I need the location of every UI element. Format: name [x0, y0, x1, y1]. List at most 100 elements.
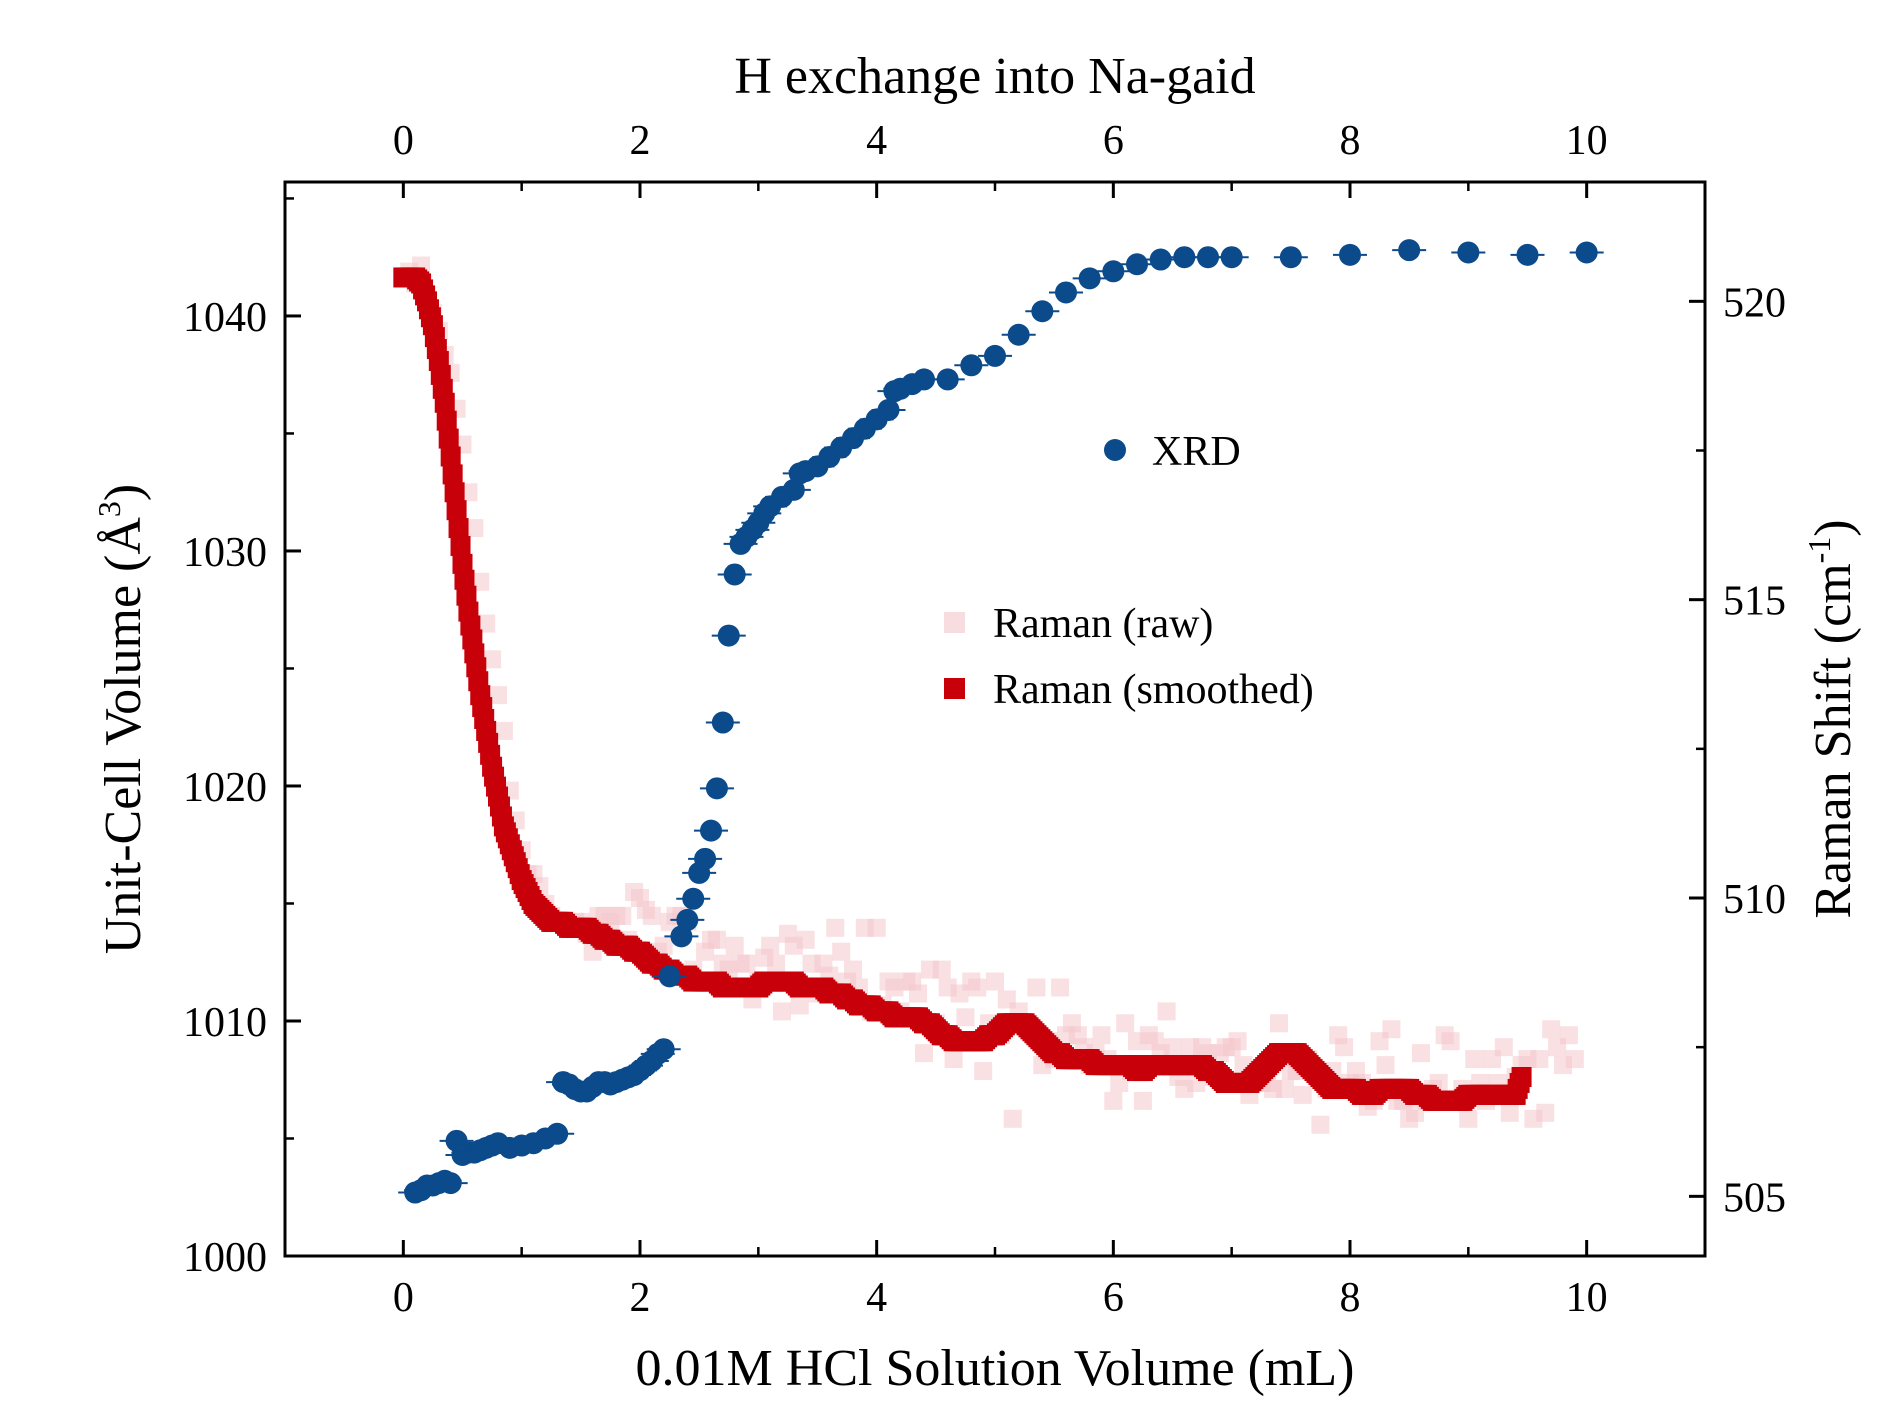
raman-raw-point [968, 978, 987, 997]
y-axis-right-label-end: ) [1805, 519, 1862, 536]
xrd-point [439, 1172, 462, 1195]
x-tick-label-bottom: 0 [393, 1275, 414, 1321]
x-tick-label-bottom: 2 [630, 1275, 651, 1321]
raman-raw-point [1293, 1085, 1312, 1104]
x-tick-label-top: 0 [393, 118, 414, 164]
raman-smoothed-point [452, 553, 473, 574]
raman-raw-point [477, 614, 496, 633]
raman-raw-point [1376, 1056, 1395, 1075]
raman-raw-point [483, 650, 502, 669]
legend-label-xrd: XRD [1152, 429, 1241, 475]
raman-raw-point [1412, 1044, 1430, 1063]
raman-raw-point [1530, 1050, 1549, 1069]
y-right-tick-label: 505 [1723, 1175, 1786, 1221]
raman-raw-point [725, 936, 744, 955]
series-xrd [398, 239, 1604, 1204]
legend-label-raman-raw: Raman (raw) [993, 601, 1213, 647]
raman-raw-point [654, 936, 673, 955]
x-axis-label: 0.01M HCl Solution Volume (mL) [636, 1340, 1355, 1397]
raman-raw-point [1163, 1038, 1182, 1057]
y-axis-left-label: Unit-Cell Volume (Å3) [91, 484, 152, 955]
plot-frame [283, 180, 1707, 1258]
series-layer [393, 239, 1604, 1204]
raman-raw-point [867, 918, 886, 937]
raman-smoothed-point [446, 500, 467, 521]
xrd-point [1055, 281, 1077, 304]
series-raman-smoothed [393, 267, 1532, 1111]
y-axis-right-label-sup: -1 [1801, 537, 1837, 564]
xrd-point [1516, 243, 1539, 266]
raman-raw-point [909, 984, 928, 1003]
xrd-point [960, 354, 983, 377]
raman-raw-point [1092, 1026, 1111, 1045]
raman-raw-point [1542, 1020, 1561, 1039]
xrd-point [913, 368, 935, 391]
x-tick-label-bottom: 4 [866, 1275, 887, 1321]
raman-raw-point [790, 996, 809, 1015]
raman-raw-point [1536, 1103, 1555, 1122]
raman-raw-point [1003, 1109, 1022, 1128]
raman-raw-point [1382, 1020, 1401, 1039]
raman-raw-point [826, 918, 845, 937]
xrd-point [717, 624, 740, 647]
x-tick-label-bottom: 8 [1340, 1275, 1361, 1321]
xrd-point [1339, 243, 1361, 266]
raman-raw-point [1228, 1032, 1247, 1051]
raman-raw-point [761, 936, 780, 955]
raman-raw-point [1500, 1103, 1519, 1122]
y-left-tick-label: 1020 [183, 765, 267, 811]
x-tick-label-bottom: 6 [1103, 1275, 1124, 1321]
raman-raw-point [1116, 1014, 1135, 1033]
raman-raw-point [844, 960, 862, 979]
raman-smoothed-point [450, 535, 471, 556]
raman-raw-point [1565, 1050, 1584, 1069]
ticks-layer: 0022446688101010001010102010301040505510… [183, 118, 1786, 1321]
x-tick-label-top: 4 [866, 118, 887, 164]
raman-raw-point [613, 906, 632, 925]
xrd-point [546, 1122, 569, 1145]
raman-raw-point [944, 1050, 963, 1069]
xrd-point [1575, 241, 1598, 264]
x-tick-label-bottom: 10 [1566, 1275, 1608, 1321]
raman-smoothed-point [456, 585, 477, 606]
raman-raw-point [932, 960, 951, 979]
xrd-point [700, 819, 722, 842]
xrd-point [1007, 323, 1030, 346]
raman-raw-point [832, 942, 851, 961]
raman-raw-point [1465, 1050, 1484, 1069]
legend-label-raman-smoothed: Raman (smoothed) [993, 667, 1314, 713]
xrd-point [711, 711, 734, 734]
raman-raw-point [986, 972, 1004, 991]
raman-raw-point [1104, 1091, 1123, 1110]
raman-smoothed-point [434, 392, 455, 413]
raman-raw-point [1459, 1109, 1478, 1128]
raman-smoothed-point [442, 464, 463, 485]
xrd-point [694, 847, 717, 870]
raman-raw-point [642, 906, 661, 925]
legend-marker-raman-smoothed [944, 678, 965, 699]
xrd-point [1102, 260, 1125, 283]
y-left-tick-label: 1010 [183, 1000, 267, 1046]
raman-raw-point [974, 1062, 993, 1081]
raman-raw-point [767, 954, 786, 973]
legend: XRD Raman (raw) Raman (smoothed) [944, 429, 1314, 713]
raman-raw-point [1311, 1115, 1330, 1134]
y-axis-right-label: Raman Shift (cm-1) [1801, 519, 1862, 918]
raman-raw-point [1494, 1038, 1513, 1057]
y-right-tick-label: 515 [1723, 579, 1786, 625]
xrd-point [984, 344, 1006, 367]
raman-raw-point [489, 686, 507, 705]
x-tick-label-top: 2 [630, 118, 651, 164]
xrd-point [1078, 267, 1101, 290]
raman-raw-point [1133, 1091, 1152, 1110]
raman-raw-point [494, 721, 513, 740]
y-left-tick-label: 1030 [183, 530, 267, 576]
xrd-point [652, 1038, 675, 1061]
raman-smoothed-point [440, 446, 461, 467]
raman-raw-point [737, 954, 756, 973]
raman-smoothed-point [1511, 1067, 1532, 1087]
xrd-point [1197, 246, 1219, 269]
xrd-point [1398, 239, 1421, 262]
y-axis-left-label-sup: 3 [91, 501, 127, 517]
raman-smoothed-point [436, 410, 457, 431]
